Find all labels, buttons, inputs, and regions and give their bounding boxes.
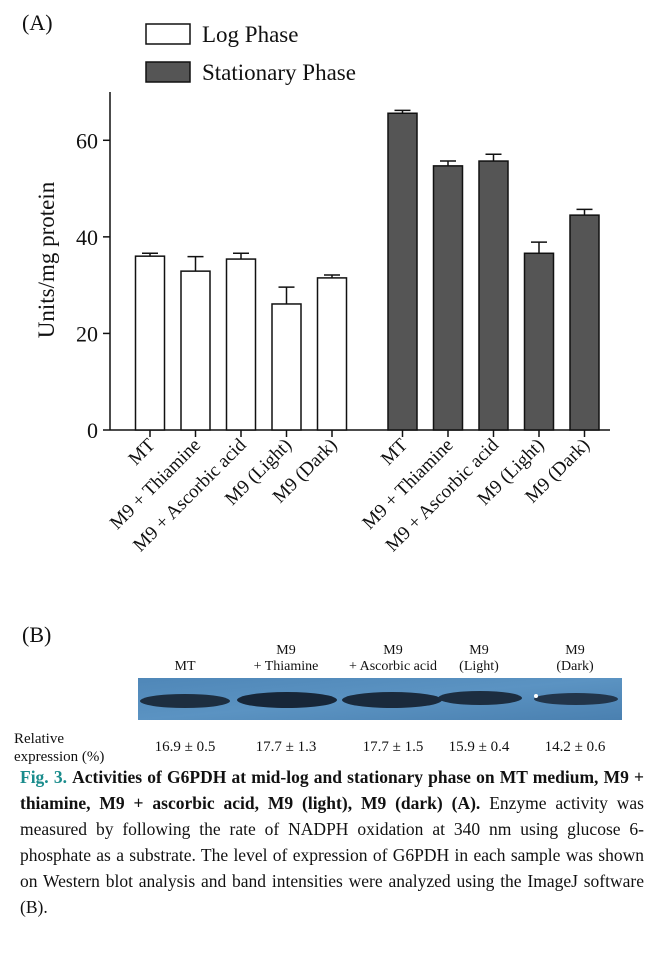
error-bar: [187, 255, 204, 272]
relative-expression: 14.2 ± 0.6: [545, 739, 606, 755]
error-bar: [278, 286, 295, 304]
bar: [316, 277, 348, 431]
blot-column-label: M9: [469, 643, 488, 658]
y-axis-label: Units/mg protein: [34, 181, 59, 338]
blot-column-label: (Dark): [556, 659, 594, 674]
bar: [134, 255, 166, 431]
row-label: expression (%): [14, 749, 104, 765]
relative-expression: 15.9 ± 0.4: [449, 739, 510, 755]
x-tick-label: MT: [377, 434, 412, 469]
caption-title: Activities of G6PDH at mid-log and stati…: [20, 767, 644, 813]
error-bar: [233, 252, 249, 260]
blot-column-label: M9: [565, 643, 584, 658]
error-bar: [531, 241, 547, 254]
relative-expression: 17.7 ± 1.5: [363, 739, 424, 755]
panel-label: (B): [22, 622, 51, 647]
error-bar: [440, 160, 456, 166]
x-tick-label: MT: [125, 434, 160, 469]
legend-swatch: [145, 61, 191, 83]
y-tick-label: 60: [76, 128, 98, 153]
blot-column-label: M9: [276, 643, 295, 658]
blot-column-label: + Thiamine: [254, 659, 319, 674]
blot-column-label: (Light): [459, 659, 499, 674]
bar: [523, 252, 555, 431]
bar: [387, 112, 418, 431]
error-bar: [576, 208, 593, 216]
y-tick-label: 40: [76, 225, 98, 250]
bar: [432, 165, 464, 431]
bar: [569, 214, 600, 431]
blot-column-label: MT: [175, 659, 196, 674]
panel-label: (A): [22, 10, 53, 35]
relative-expression: 16.9 ± 0.5: [155, 739, 216, 755]
row-label: Relative: [14, 731, 64, 747]
y-tick-label: 0: [87, 418, 98, 443]
relative-expression: 17.7 ± 1.3: [256, 739, 317, 755]
error-bar: [485, 153, 502, 162]
caption: Fig. 3. Activities of G6PDH at mid-log a…: [20, 764, 644, 920]
figure: (A) (B) Units/mg protein 0 20 40 60 MT M9 + T…: [14, 10, 622, 765]
blot-column-label: + Ascorbic acid: [349, 659, 437, 674]
y-tick-label: 20: [76, 321, 98, 346]
bar: [225, 258, 257, 431]
legend-swatch: [145, 23, 191, 45]
blot-image: [138, 678, 622, 720]
bar: [271, 303, 302, 431]
bar: [478, 160, 509, 431]
blot-column-label: M9: [383, 643, 402, 658]
legend-label: Stationary Phase: [202, 60, 356, 85]
legend-label: Log Phase: [202, 22, 298, 47]
caption-label: Fig. 3.: [20, 767, 67, 787]
caption-text: Enzyme activity was measured by followin…: [20, 793, 644, 917]
bar: [180, 270, 211, 431]
